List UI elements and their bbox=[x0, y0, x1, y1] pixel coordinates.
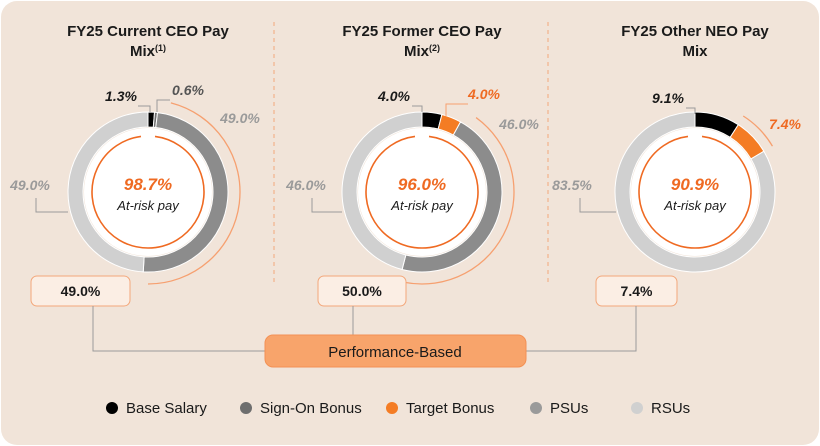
chart-title-line-1: FY25 Current CEO Pay bbox=[67, 23, 229, 40]
at-risk-value: 98.7% bbox=[124, 175, 172, 194]
connector-left bbox=[92, 306, 265, 352]
legend-swatch-sign-on-bonus bbox=[240, 402, 252, 414]
slice-value-label: 83.5% bbox=[552, 177, 592, 193]
performance-value-box bbox=[30, 275, 131, 307]
chart-title-line-1: FY25 Other NEO Pay bbox=[621, 23, 769, 40]
connector-right bbox=[526, 306, 637, 352]
leader-line bbox=[156, 99, 170, 112]
at-risk-arc bbox=[91, 135, 205, 249]
legend-swatch-base-salary bbox=[106, 402, 118, 414]
at-risk-arc bbox=[365, 135, 479, 249]
pay-mix-donut-3: FY25 Other NEO Pay Mix 90.9% At-risk pay 9.1… bbox=[552, 23, 802, 307]
performance-value: 7.4% bbox=[621, 283, 653, 299]
donut-hole bbox=[631, 128, 759, 256]
chart-title-line-1: FY25 Former CEO Pay bbox=[342, 23, 502, 40]
chart-title-line-2: Mix bbox=[682, 43, 708, 60]
slice-value-label: 4.0% bbox=[377, 88, 410, 104]
slice-value-label: 46.0% bbox=[498, 116, 539, 132]
donut-hole bbox=[358, 128, 486, 256]
at-risk-label: At-risk pay bbox=[390, 198, 454, 213]
leader-line bbox=[311, 198, 342, 213]
legend-swatch-target-bonus bbox=[386, 402, 398, 414]
legend-label-sign-on-bonus: Sign-On Bonus bbox=[260, 400, 362, 417]
slice-value-label: 1.3% bbox=[105, 88, 137, 104]
legend-swatch-rsus bbox=[631, 402, 643, 414]
slice-rsus bbox=[341, 111, 423, 271]
performance-arc bbox=[742, 115, 774, 147]
slice-rsus bbox=[67, 111, 149, 273]
legend-swatch-psus bbox=[530, 402, 542, 414]
leader-line bbox=[445, 103, 468, 116]
performance-value: 50.0% bbox=[342, 283, 382, 299]
slice-value-label: 4.0% bbox=[467, 86, 500, 102]
leader-line bbox=[579, 198, 616, 213]
donut-hole bbox=[84, 128, 212, 256]
chart-title-footnote: (1) bbox=[155, 43, 166, 53]
slice-value-label: 49.0% bbox=[9, 177, 50, 193]
slice-rsus bbox=[614, 111, 776, 273]
performance-based-label: Performance-Based bbox=[328, 344, 461, 361]
leader-line bbox=[35, 198, 68, 213]
at-risk-value: 96.0% bbox=[398, 175, 446, 194]
slice-value-label: 0.6% bbox=[172, 82, 204, 98]
slice-value-label: 49.0% bbox=[219, 110, 260, 126]
at-risk-arc bbox=[638, 135, 752, 249]
at-risk-value: 90.9% bbox=[671, 175, 719, 194]
leader-line bbox=[138, 105, 151, 112]
chart-title-footnote: (2) bbox=[429, 43, 440, 53]
legend-label-psus: PSUs bbox=[550, 400, 588, 417]
at-risk-label: At-risk pay bbox=[116, 198, 180, 213]
legend-label-base-salary: Base Salary bbox=[126, 400, 207, 417]
at-risk-label: At-risk pay bbox=[663, 198, 727, 213]
slice-value-label: 7.4% bbox=[769, 116, 801, 132]
leader-line bbox=[686, 107, 696, 114]
performance-based-pill bbox=[264, 334, 527, 368]
performance-arc bbox=[404, 117, 515, 285]
legend-label-rsus: RSUs bbox=[651, 400, 690, 417]
performance-value-box bbox=[317, 275, 407, 307]
slice-value-label: 9.1% bbox=[652, 90, 684, 106]
performance-arc bbox=[147, 102, 241, 285]
legend-label-target-bonus: Target Bonus bbox=[406, 400, 494, 417]
leader-line bbox=[412, 105, 423, 112]
slice-value-label: 46.0% bbox=[285, 177, 326, 193]
performance-value: 49.0% bbox=[61, 283, 101, 299]
